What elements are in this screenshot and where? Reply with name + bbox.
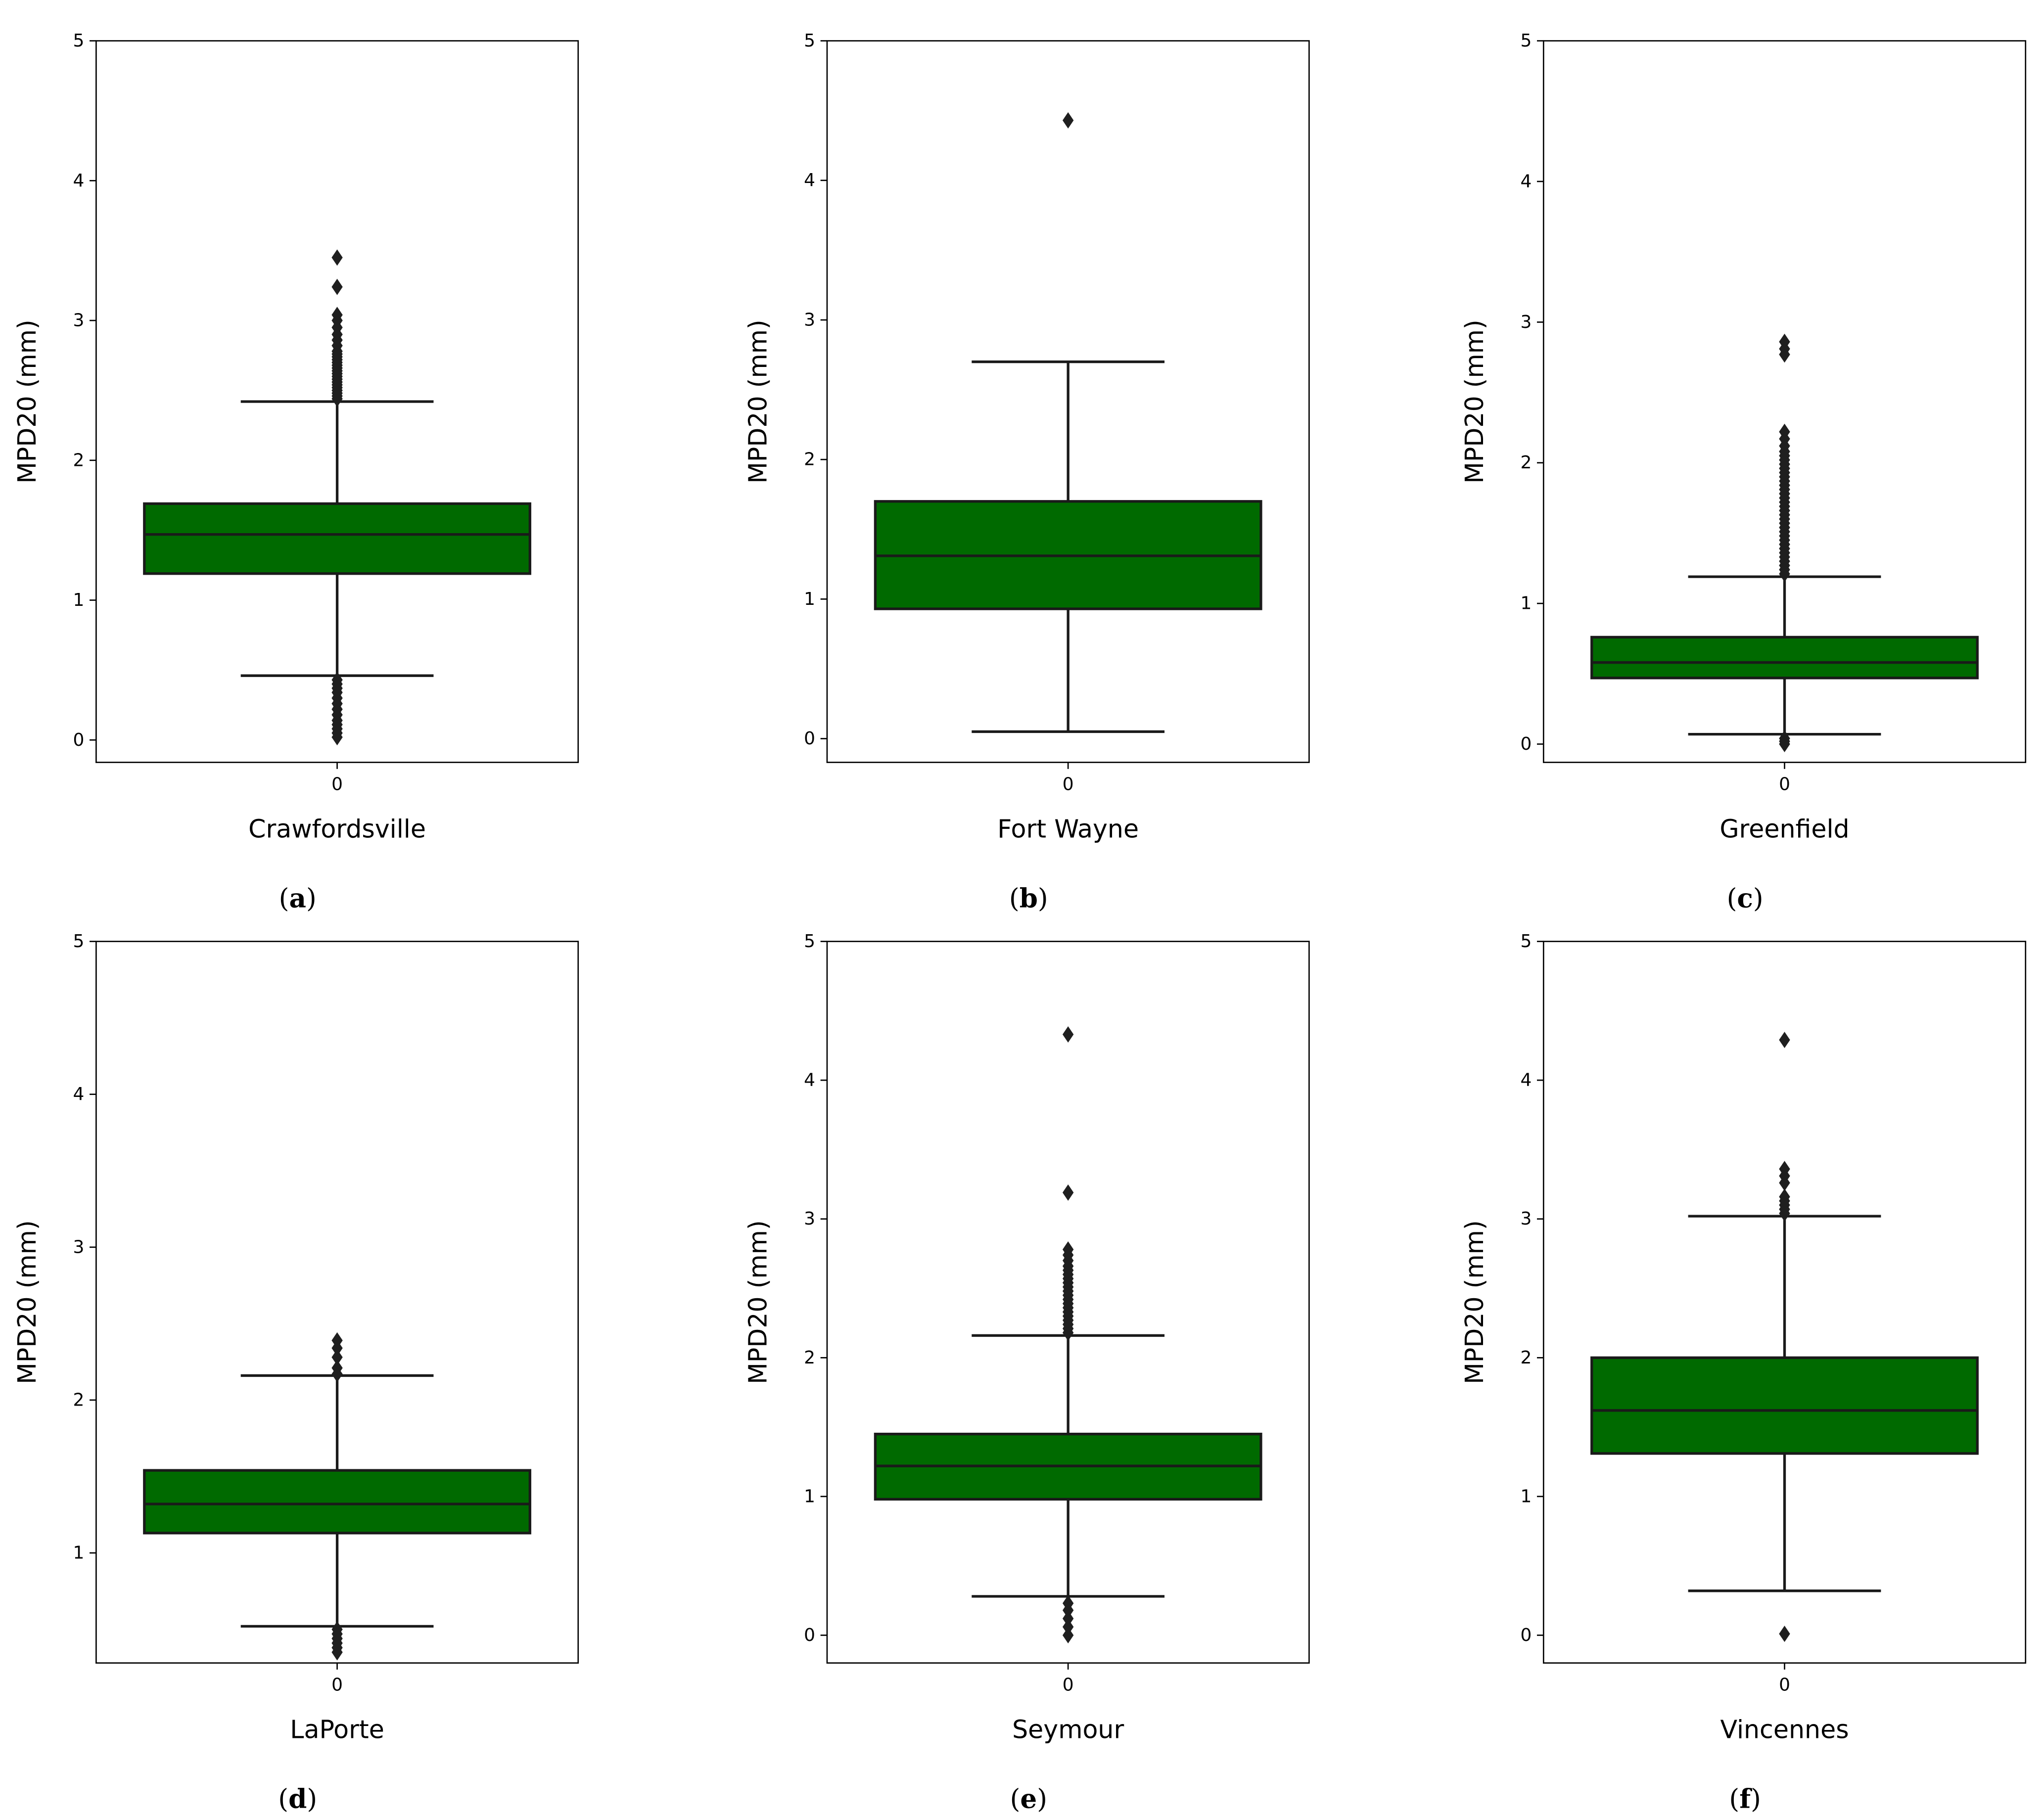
- x-tick-label: 0: [1779, 1675, 1790, 1695]
- outlier-point-high: [1063, 1241, 1074, 1258]
- y-tick-label: 0: [73, 730, 85, 750]
- y-tick-label: 1: [73, 590, 85, 610]
- y-tick-label: 2: [73, 450, 85, 470]
- y-tick-label: 3: [1520, 1209, 1532, 1229]
- y-tick-label: 5: [1520, 31, 1532, 51]
- y-axis-label: MPD20 (mm): [1460, 319, 1489, 484]
- y-tick-label: 5: [1520, 931, 1532, 952]
- x-tick-label: 0: [331, 774, 343, 794]
- iqr-box: [143, 502, 532, 575]
- panel-letter: f: [1739, 1783, 1752, 1814]
- iqr-box: [1590, 1356, 1979, 1455]
- y-tick-label: 0: [1520, 734, 1532, 754]
- panel-caption: (e): [1010, 1783, 1047, 1814]
- y-tick-label: 4: [1520, 171, 1532, 191]
- chart-panel-e: 0 1 2 3 4 5 0 Seymour MPD20 (mm) (e): [743, 931, 1310, 1814]
- y-tick-label: 3: [73, 311, 85, 331]
- y-tick-label: 2: [1520, 1348, 1532, 1368]
- y-tick-label: 5: [73, 931, 85, 952]
- y-tick-label: 4: [1520, 1070, 1532, 1090]
- y-tick-label: 1: [804, 589, 815, 609]
- panel-caption: (b): [1009, 882, 1048, 913]
- y-tick-label: 5: [804, 31, 815, 51]
- iqr-box: [143, 1469, 532, 1535]
- y-tick-label: 4: [73, 1084, 85, 1104]
- x-axis-label: Greenfield: [1719, 814, 1849, 843]
- panel-letter: e: [1020, 1783, 1037, 1814]
- y-tick-label: 1: [1520, 593, 1532, 614]
- y-tick-label: 0: [804, 1625, 815, 1645]
- x-axis-label: LaPorte: [290, 1715, 384, 1744]
- y-tick-label: 3: [1520, 312, 1532, 332]
- chart-panel-c: 0 1 2 3 4 5 0 Greenfield MPD20 (mm) (c): [1460, 31, 2027, 913]
- y-axis-label: MPD20 (mm): [743, 319, 773, 484]
- y-tick-label: 1: [73, 1543, 85, 1563]
- outlier-point-high: [331, 1360, 343, 1376]
- outlier-point-low: [331, 1621, 343, 1638]
- outlier-point-high: [1779, 333, 1790, 350]
- outlier-point-high: [1779, 1032, 1790, 1048]
- outlier-point-low: [1063, 1595, 1074, 1612]
- outlier-point-high: [1063, 1184, 1074, 1201]
- chart-panel-a: 0 1 2 3 4 5 0 Crawfordsville MPD20 (mm) (a): [12, 31, 579, 913]
- x-axis-label: Crawfordsville: [248, 814, 426, 843]
- outlier-point-high: [1779, 1188, 1790, 1205]
- y-tick-label: 4: [804, 170, 815, 190]
- y-axis-label: MPD20 (mm): [12, 1220, 42, 1384]
- outlier-point-high: [331, 249, 343, 266]
- iqr-box: [1590, 636, 1979, 680]
- outlier-point-high: [1063, 1026, 1074, 1043]
- x-tick-label: 0: [1779, 774, 1790, 794]
- panel-letter: b: [1020, 882, 1038, 913]
- y-tick-label: 5: [73, 31, 85, 51]
- y-tick-label: 1: [1520, 1486, 1532, 1506]
- y-tick-label: 4: [804, 1070, 815, 1090]
- outlier-point-low: [1779, 730, 1790, 747]
- outlier-point-high: [1063, 112, 1074, 129]
- chart-panel-d: 1 2 3 4 5 0 LaPorte MPD20 (mm) (d): [12, 931, 579, 1814]
- y-axis-label: MPD20 (mm): [12, 319, 42, 484]
- outlier-point-low: [1779, 1626, 1790, 1642]
- panel-caption: (a): [279, 882, 317, 913]
- y-tick-label: 2: [804, 1348, 815, 1368]
- y-tick-label: 2: [73, 1390, 85, 1410]
- y-tick-label: 0: [1520, 1625, 1532, 1645]
- y-tick-label: 0: [804, 728, 815, 749]
- x-axis-label: Seymour: [1012, 1715, 1124, 1744]
- y-tick-label: 3: [804, 310, 815, 330]
- y-tick-label: 1: [804, 1486, 815, 1506]
- x-tick-label: 0: [1063, 774, 1074, 794]
- outlier-point-low: [1063, 1610, 1074, 1627]
- outlier-point-high: [331, 307, 343, 323]
- panel-caption: (f): [1729, 1783, 1761, 1814]
- y-axis-label: MPD20 (mm): [1460, 1220, 1489, 1384]
- panel-letter: d: [288, 1783, 307, 1814]
- y-tick-label: 5: [804, 931, 815, 952]
- x-axis-label: Vincennes: [1720, 1715, 1849, 1744]
- y-tick-label: 2: [1520, 453, 1532, 473]
- outlier-point-high: [331, 1332, 343, 1349]
- x-axis-label: Fort Wayne: [997, 814, 1139, 843]
- panel-letter: c: [1737, 882, 1753, 913]
- y-tick-label: 3: [73, 1237, 85, 1257]
- y-tick-label: 3: [804, 1209, 815, 1229]
- y-axis-label: MPD20 (mm): [743, 1220, 773, 1384]
- outlier-point-high: [1779, 423, 1790, 440]
- x-tick-label: 0: [331, 1675, 343, 1695]
- chart-panel-b: 0 1 2 3 4 5 0 Fort Wayne MPD20 (mm) (b): [743, 31, 1310, 913]
- outlier-point-low: [331, 672, 343, 688]
- outlier-point-high: [1779, 1161, 1790, 1178]
- panel-caption: (c): [1727, 882, 1764, 913]
- outlier-point-high: [331, 278, 343, 295]
- panel-letter: a: [289, 882, 306, 913]
- chart-panel-f: 0 1 2 3 4 5 0 Vincennes MPD20 (mm) (f): [1460, 931, 2027, 1814]
- y-tick-label: 4: [73, 171, 85, 191]
- x-tick-label: 0: [1063, 1675, 1074, 1695]
- outlier-point-low: [1063, 1627, 1074, 1643]
- panel-caption: (d): [278, 1783, 317, 1814]
- y-tick-label: 2: [804, 450, 815, 470]
- outlier-point-low: [1063, 1619, 1074, 1635]
- outlier-point-high: [331, 1349, 343, 1365]
